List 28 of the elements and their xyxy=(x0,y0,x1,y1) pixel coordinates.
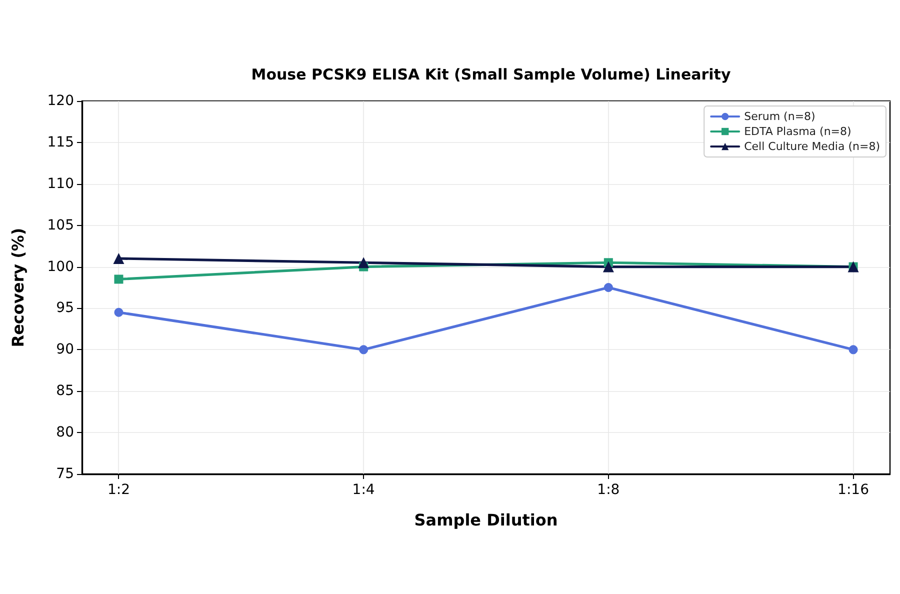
y-tick-label: 115 xyxy=(47,134,74,150)
y-tick-label: 120 xyxy=(47,93,74,109)
y-tick-label: 85 xyxy=(56,383,74,400)
x-tick-label: 1:8 xyxy=(597,482,620,498)
y-tick-label: 105 xyxy=(47,217,74,234)
y-tick-label: 80 xyxy=(56,424,74,441)
legend-label: Serum (n=8) xyxy=(744,110,816,123)
point xyxy=(114,274,124,284)
y-tick-label: 95 xyxy=(56,300,74,316)
y-tick-label: 75 xyxy=(56,466,74,482)
legend-label: EDTA Plasma (n=8) xyxy=(744,125,852,138)
point xyxy=(114,308,124,317)
y-tick-label: 90 xyxy=(56,342,74,358)
y-tick-label: 110 xyxy=(47,176,74,192)
point xyxy=(604,283,613,292)
y-tick-label: 100 xyxy=(47,258,74,275)
point xyxy=(113,252,124,264)
point xyxy=(358,257,370,268)
point xyxy=(848,345,858,354)
y-axis-title: Recovery (%) xyxy=(8,228,28,348)
legend-label: Cell Culture Media (n=8) xyxy=(744,140,880,153)
point xyxy=(602,261,614,272)
x-tick-label: 1:2 xyxy=(107,482,130,498)
x-tick-label: 1:16 xyxy=(838,482,870,498)
chart-title: Mouse PCSK9 ELISA Kit (Small Sample Volume) Linearity xyxy=(251,66,731,84)
x-tick-label: 1:4 xyxy=(352,482,375,498)
point xyxy=(359,345,368,354)
x-axis-title: Sample Dilution xyxy=(414,510,558,530)
